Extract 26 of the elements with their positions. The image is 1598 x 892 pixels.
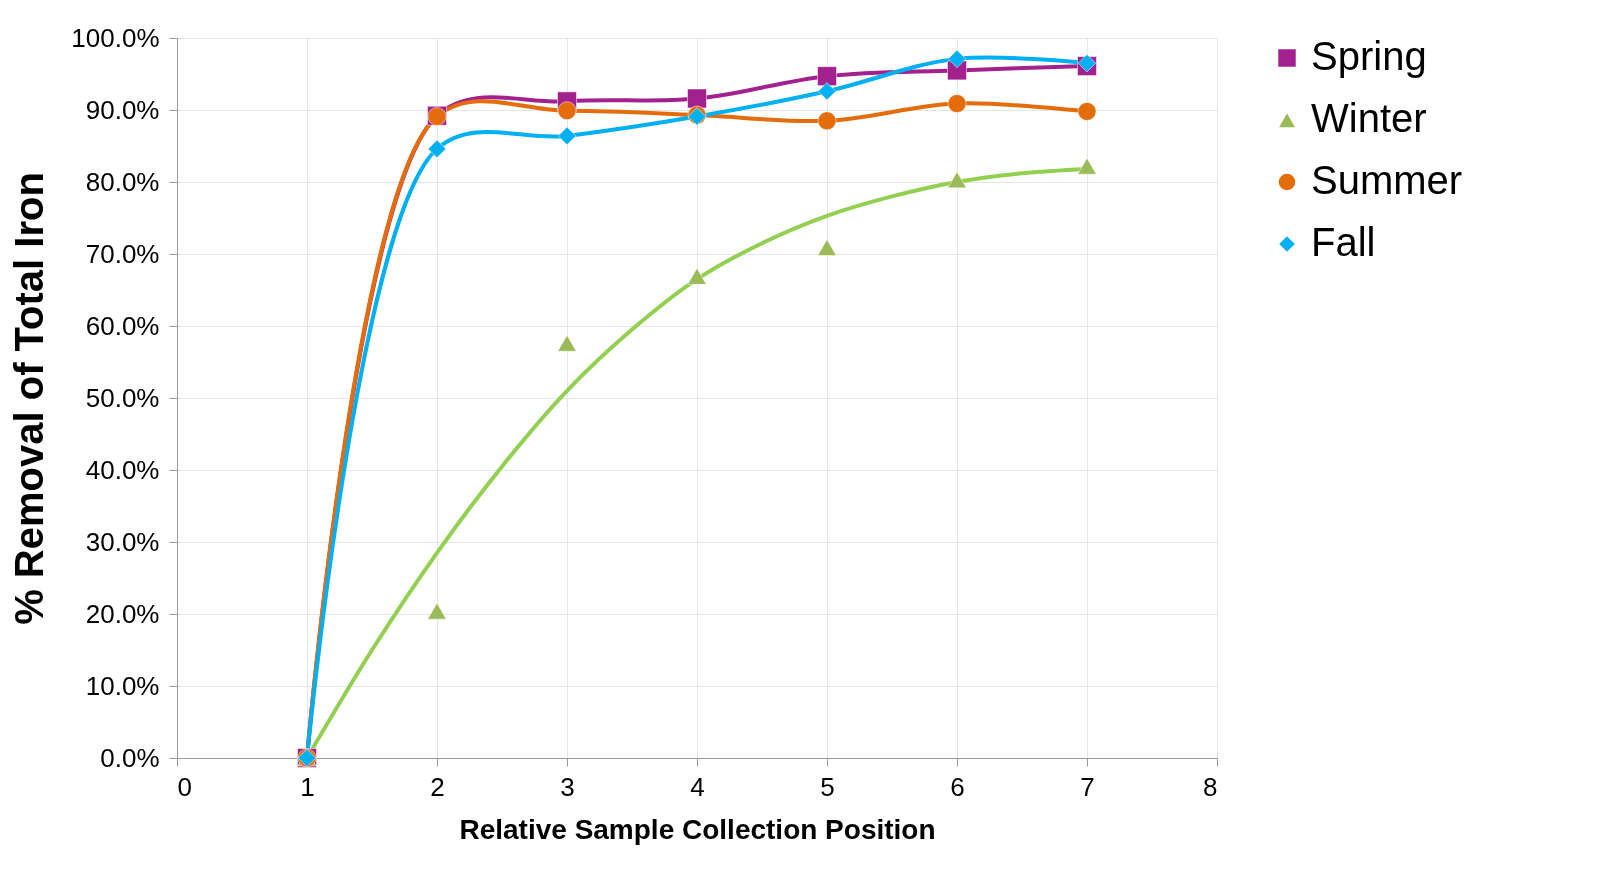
y-tick-label: 70.0% (85, 238, 160, 269)
legend-label: Spring (1311, 34, 1427, 78)
x-tick-label: 3 (560, 771, 575, 802)
x-tick-label: 8 (1203, 771, 1218, 802)
legend-label: Fall (1311, 220, 1376, 264)
legend-label: Winter (1311, 96, 1427, 140)
y-tick-label: 80.0% (85, 166, 160, 197)
x-tick-label: 0 (177, 771, 192, 802)
x-tick-label: 6 (950, 771, 965, 802)
x-axis-title: Relative Sample Collection Position (459, 813, 936, 845)
y-tick-label: 20.0% (85, 598, 160, 629)
y-tick-label: 90.0% (85, 94, 160, 125)
legend-label: Summer (1311, 158, 1463, 202)
x-tick-label: 4 (690, 771, 705, 802)
x-tick-label: 1 (300, 771, 315, 802)
y-tick-label: 0.0% (100, 742, 160, 773)
x-tick-label: 7 (1080, 771, 1095, 802)
y-tick-label: 30.0% (85, 526, 160, 557)
y-tick-label: 100.0% (71, 22, 160, 53)
y-tick-label: 60.0% (85, 310, 160, 341)
x-tick-label: 2 (430, 771, 445, 802)
y-axis-title: % Removal of Total Iron (7, 172, 52, 625)
y-tick-label: 40.0% (85, 454, 160, 485)
y-tick-label: 50.0% (85, 382, 160, 413)
x-tick-label: 5 (820, 771, 835, 802)
y-tick-label: 10.0% (85, 670, 160, 701)
